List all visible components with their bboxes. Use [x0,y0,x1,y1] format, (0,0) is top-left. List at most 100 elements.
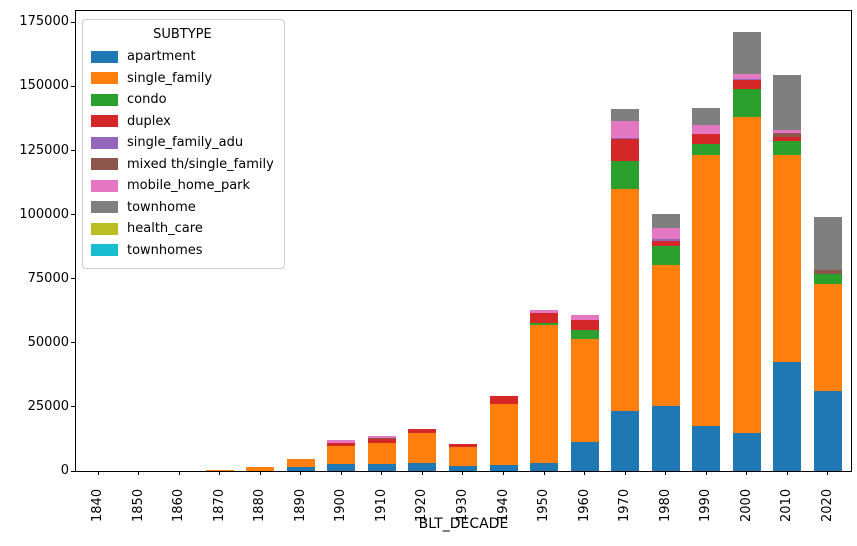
y-tick-mark [71,406,75,408]
bar-segment-mobile-home-park-1900 [327,440,356,444]
bar-segment-mobile-home-park-1950 [530,310,559,313]
bar-segment-townhome-2010 [773,75,802,131]
legend: SUBTYPE apartment single_family condo duple… [82,19,285,269]
x-tick-mark [503,471,504,475]
legend-item: single_family_adu [91,132,274,154]
bar-segment-single-family-adu-1970 [611,138,640,140]
x-axis-label: BLT_DECADE [418,516,509,532]
bar-segment-mobile-home-park-2010 [773,130,802,134]
x-tick-mark [624,471,626,475]
y-tick-label: 125000 [19,142,69,158]
x-tick-mark [381,471,383,475]
bar-segment-apartment-1980 [651,405,680,471]
bar-segment-townhome-1980 [651,214,680,229]
legend-item: townhome [91,197,274,219]
bar-segment-mobile-home-park-2000 [732,74,761,79]
bar-segment-condo-1980 [651,245,680,266]
legend-swatch-icon [91,201,118,214]
legend-item: single_family [91,68,274,90]
bar-segment-apartment-2000 [732,433,761,471]
bar-segment-condo-1970 [611,160,640,189]
x-tick-mark [300,471,302,475]
y-tick-mark [71,214,75,216]
bar-segment-duplex-1940 [489,395,518,404]
legend-swatch-icon [91,158,118,171]
bar-segment-single-family-1950 [530,324,559,463]
bar-segment-condo-2020 [813,273,842,284]
bar-segment-apartment-1920 [408,463,437,471]
x-tick-mark [97,471,99,475]
y-tick-mark [71,150,75,152]
bar-segment-single-family-1960 [570,339,599,442]
legend-swatch-icon [91,50,118,63]
legend-item-label: single_family [127,70,213,86]
bar-segment-apartment-1940 [489,465,518,471]
y-tick-label: 0 [60,463,69,478]
x-tick-mark [705,471,707,475]
legend-item: health_care [91,218,274,240]
x-tick-mark [462,471,464,475]
legend-swatch-icon [91,93,118,106]
bar-segment-single-family-1930 [448,447,477,467]
y-tick-label: 100000 [19,206,69,222]
bar-segment-duplex-1970 [611,139,640,161]
legend-swatch-icon [91,244,118,257]
legend-item-label: health_care [127,221,203,237]
bar-segment-condo-2010 [773,141,802,156]
y-tick-mark [71,278,75,280]
y-tick-label: 150000 [19,78,69,94]
bar-segment-townhome-2020 [813,216,842,271]
bar-segment-single-family-2020 [813,283,842,392]
plot-area: 0 25000 50000 75000 100000 125000 150000 175000… [19,10,852,532]
legend-item-label: mobile_home_park [127,178,251,194]
x-tick-mark [259,471,261,475]
legend-item-label: apartment [127,49,196,65]
bar-segment-single-family-1990 [692,155,721,426]
bar-segment-single-family-1980 [651,265,680,406]
legend-swatch-icon [91,72,118,85]
bar-segment-duplex-1900 [327,443,356,447]
bar-segment-townhome-1970 [611,108,640,121]
x-tick-mark [827,471,829,475]
y-tick-mark [71,470,75,472]
bar-segment-duplex-1950 [530,312,559,323]
legend-item-label: condo [127,92,167,108]
bar-segment-apartment-1890 [286,467,315,471]
bar-segment-duplex-1910 [367,439,396,443]
legend-swatch-icon [91,222,118,235]
bar-segment-mixed-th-single-family-2020 [813,270,842,274]
x-tick-mark [746,471,748,475]
bar-segment-single-family-1940 [489,403,518,466]
bar-segment-townhome-1990 [692,108,721,125]
bar-segment-apartment-1990 [692,425,721,471]
y-tick-mark [71,85,75,87]
x-tick-mark [178,471,180,475]
legend-swatch-icon [91,179,118,192]
bar-segment-single-family-1970 [611,188,640,411]
legend-item-label: townhome [127,199,196,215]
bar-segment-mixed-th-single-family-2010 [773,133,802,138]
bar-segment-duplex-1960 [570,320,599,331]
legend-item-label: single_family_adu [127,135,244,151]
bar-segment-mixed-th-single-family-1910 [367,438,396,440]
x-tick-mark [786,471,788,475]
bar-segment-single-family-1880 [246,467,275,471]
legend-item: mobile_home_park [91,175,274,197]
x-tick-mark [584,471,586,475]
bar-segment-mobile-home-park-1980 [651,228,680,240]
x-tick-mark [665,471,667,475]
bar-segment-condo-1990 [692,143,721,156]
y-tick-mark [71,21,75,23]
bar-segment-single-family-adu-2000 [732,78,761,80]
legend-item: mixed th/single_family [91,154,274,176]
legend-title: SUBTYPE [153,27,212,42]
bar-segment-condo-1950 [530,322,559,325]
x-tick-mark [543,471,545,475]
bar-segment-apartment-1910 [367,463,396,471]
bar-segment-duplex-1930 [448,444,477,448]
legend-item: apartment [91,46,274,68]
x-tick-mark [219,471,221,475]
y-tick-label: 75000 [27,270,69,286]
legend-item: townhomes [91,240,274,262]
